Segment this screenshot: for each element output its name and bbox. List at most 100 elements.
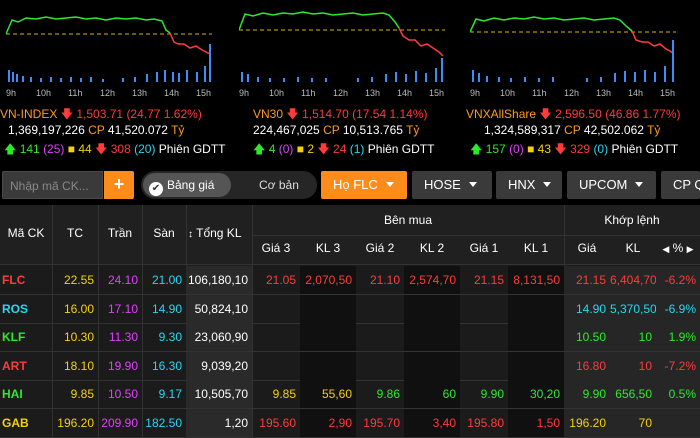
cell-bid-price-2: 195.70 (363, 416, 400, 430)
view-mode-toggle[interactable]: ✔ Bảng giá Cơ bản (141, 171, 317, 199)
index-breadth-line: 🡅 4 (0) ■ 2 🡇 24 (1) Phiên GDTT (253, 140, 434, 161)
divider (252, 205, 253, 438)
cell-ref: 10.30 (63, 330, 94, 345)
cell-floor: 182.50 (145, 416, 182, 430)
volume-band (508, 266, 564, 294)
ceil-count: (0) (509, 142, 524, 156)
tick-label: 15h (429, 88, 445, 98)
cell-symbol[interactable]: HAI (2, 387, 23, 402)
total-volume-band (186, 266, 252, 294)
tab-label: UPCOM (579, 177, 628, 192)
cell-bid-vol-3: 2,90 (328, 416, 352, 430)
cell-total-volume: 10,505,70 (194, 387, 248, 402)
intraday-chart-vnindex[interactable] (6, 0, 212, 84)
view-fundamental[interactable]: Cơ bản (259, 178, 299, 192)
table-row[interactable]: ROS 16.00 17.10 14.90 50,824,10 14.90 5,370,50… (0, 294, 700, 324)
col-total-volume[interactable]: ↕ Tổng KL (186, 226, 252, 240)
index-panel-vnxallshare[interactable]: 9h 10h 11h 12h 13h 14h 15h VNXAllShare 🡇… (464, 0, 700, 162)
volume-band (300, 266, 356, 294)
tab-label: Họ FLC (333, 177, 378, 192)
table-row[interactable]: HAI 9.85 10.50 9.17 10,505,70 9.85 55,60 9.86 60… (0, 380, 700, 410)
table-row[interactable]: KLF 10.30 11.30 9.30 23,060,90 10.50 10 1.9% (0, 323, 700, 353)
col-floor[interactable]: Sàn (153, 226, 175, 240)
divider (0, 294, 700, 295)
chevron-down-icon (635, 182, 644, 187)
x-axis-hours: 9h 10h 11h 12h 13h 14h 15h (6, 88, 212, 100)
index-change: (46.86 1.77%) (605, 107, 681, 121)
x-axis-hours: 9h 10h 11h 12h 13h 14h 15h (239, 88, 445, 100)
tick-label: 12h (100, 88, 116, 98)
cell-floor: 21.00 (151, 273, 182, 287)
cell-match-volume: 656,50 (615, 387, 652, 402)
divider (0, 322, 700, 324)
tab-label: CP Q (673, 177, 700, 192)
col-bid-price-1[interactable]: Giá 1 (469, 241, 499, 255)
cell-match-percent: -6.9% (664, 301, 696, 316)
col-match-percent[interactable]: ◀ % ▶ (656, 241, 700, 255)
table-row[interactable]: FLC 22.55 24.10 21.00 106,180,10 21.05 2,070,5… (0, 266, 700, 295)
cell-bid-price-2 (356, 295, 404, 323)
session-label: Phiên GDTT (367, 142, 435, 156)
view-price-board[interactable]: ✔ Bảng giá (143, 173, 231, 197)
cell-match-percent: 0.5% (668, 387, 696, 402)
cell-ceil: 209.90 (101, 416, 138, 430)
col-ceil[interactable]: Trần (107, 226, 133, 240)
tick-label: 9h (6, 88, 17, 98)
col-match-price[interactable]: Giá (577, 241, 597, 255)
cell-bid-price-2: 21.10 (369, 273, 400, 287)
tick-label: 15h (660, 88, 676, 98)
sort-right-icon: ▶ (686, 244, 694, 254)
cell-bid-vol-2 (404, 323, 460, 351)
tab-ho-flc[interactable]: Họ FLC (321, 171, 407, 199)
tick-label: 14h (164, 88, 180, 98)
cell-bid-vol-3 (300, 323, 356, 351)
tab-upcom[interactable]: UPCOM (567, 171, 656, 199)
symbol-search-input[interactable]: Nhập mã CK... (2, 171, 103, 199)
divider (98, 205, 99, 438)
cell-symbol[interactable]: ART (2, 358, 27, 373)
tab-cp-q[interactable]: CP Q (661, 171, 700, 199)
cell-match-volume: 70 (638, 416, 652, 430)
index-panel-vn30[interactable]: 9h 10h 11h 12h 13h 14h 15h VN30 🡇 1,514.… (233, 0, 455, 162)
cell-bid-vol-1: 8,131,50 (513, 273, 560, 287)
intraday-chart-vn30[interactable] (239, 0, 445, 84)
volume-band (404, 351, 460, 380)
sort-left-icon: ◀ (662, 244, 670, 254)
col-ref[interactable]: TC (67, 226, 83, 240)
cell-bid-price-1 (460, 352, 508, 380)
col-bid-price-2[interactable]: Giá 2 (365, 241, 395, 255)
col-bid-vol-3[interactable]: KL 3 (315, 241, 341, 255)
intraday-chart-vnxallshare[interactable] (470, 0, 676, 84)
cp-label: CP (323, 123, 340, 137)
table-row[interactable]: ART 18.10 19.90 16.30 9,039,20 16.80 10 -7.2% (0, 351, 700, 381)
vnindex-chart-svg (6, 16, 212, 82)
cell-symbol[interactable]: KLF (2, 330, 26, 345)
cell-bid-price-3 (252, 352, 300, 380)
table-header: Mã CK TC Trần Sàn ↕ Tổng KL Bên mua Khớp… (0, 205, 700, 265)
col-percent-label: % (672, 241, 684, 255)
index-amount: 41,520.072 (107, 123, 168, 137)
cell-symbol[interactable]: GAB (2, 416, 29, 430)
col-bid-vol-1[interactable]: KL 1 (523, 241, 549, 255)
arrow-up-icon: 🡅 (253, 142, 266, 156)
tab-hose[interactable]: HOSE (412, 171, 492, 199)
index-panel-vnindex[interactable]: 9h 10h 11h 12h 13h 14h 15h VN-INDEX 🡇 1,… (0, 0, 225, 162)
table-row[interactable]: GAB 196.20 209.90 182.50 1,20 195.60 2,90 195.7… (0, 409, 700, 438)
index-volume-line: 224,467,025 CP 10,513.765 Tỷ (253, 123, 419, 137)
volume-band (508, 351, 564, 380)
cell-total-volume: 1,20 (224, 416, 248, 430)
col-bid-vol-2[interactable]: KL 2 (419, 241, 445, 255)
chevron-down-icon (543, 182, 552, 187)
floor-count: (0) (593, 142, 609, 156)
tab-hnx[interactable]: HNX (496, 171, 562, 199)
cell-bid-vol-1 (508, 295, 564, 323)
col-match-volume[interactable]: KL (625, 241, 641, 255)
match-band (564, 351, 700, 380)
col-symbol[interactable]: Mã CK (7, 226, 45, 240)
divider (52, 205, 53, 438)
add-symbol-button[interactable]: + (104, 171, 134, 199)
cell-symbol[interactable]: FLC (2, 273, 26, 287)
check-icon: ✔ (149, 182, 163, 196)
cell-symbol[interactable]: ROS (2, 301, 29, 316)
col-bid-price-3[interactable]: Giá 3 (261, 241, 291, 255)
